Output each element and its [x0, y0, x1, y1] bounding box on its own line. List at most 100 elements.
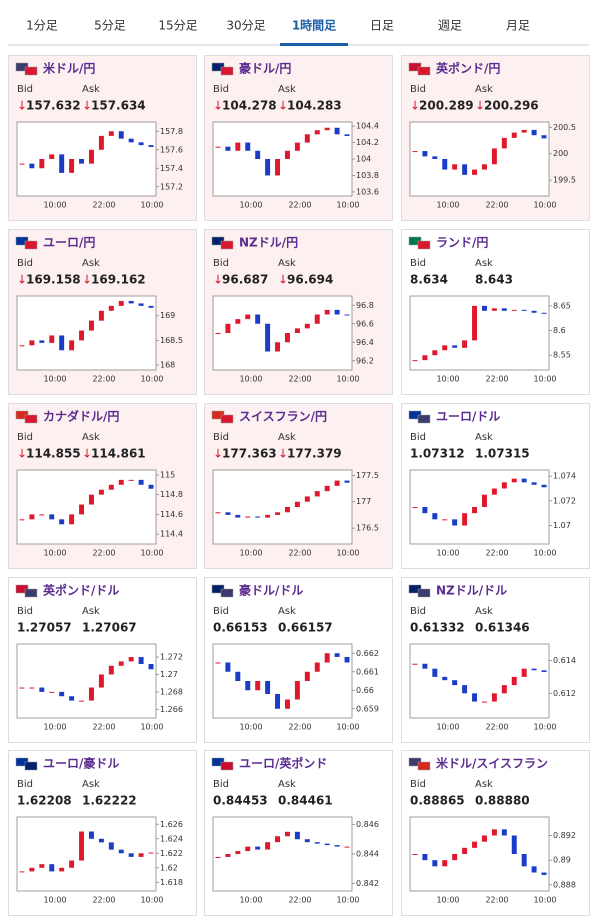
x-tick-label: 10:00 [436, 201, 459, 210]
y-tick-label: 0.892 [553, 831, 576, 840]
bid-value: 8.634 [410, 273, 448, 287]
pair-name[interactable]: ユーロ/英ポンド [239, 756, 327, 771]
candle [118, 849, 124, 854]
candle [39, 864, 45, 868]
candle [128, 657, 134, 662]
pair-name[interactable]: 豪ドル/円 [239, 61, 291, 76]
candle [294, 501, 300, 507]
x-tick-label: 10:00 [43, 375, 66, 384]
candle [481, 701, 487, 703]
pair-name[interactable]: 英ポンド/円 [436, 61, 500, 76]
bid-value: 0.61332 [410, 621, 465, 635]
bid-label: Bid [410, 258, 426, 269]
candle [108, 665, 114, 675]
pair-name[interactable]: ユーロ/円 [43, 236, 95, 250]
candle [344, 314, 350, 316]
candle [521, 854, 527, 867]
candle [265, 514, 271, 518]
ask-value: 157.634 [91, 99, 146, 113]
chart-box [409, 121, 550, 197]
candle [324, 127, 330, 131]
candle [462, 164, 468, 175]
candle [29, 687, 35, 689]
candle [432, 860, 438, 867]
candle [521, 668, 527, 677]
candle [284, 507, 290, 513]
candle [225, 662, 231, 672]
ask-value: 114.861 [91, 447, 146, 461]
bid-value: 169.158 [26, 273, 81, 287]
candle [511, 835, 517, 854]
pair-name[interactable]: ユーロ/豪ドル [43, 756, 119, 771]
candle [79, 700, 85, 702]
y-tick-label: 1.27 [160, 670, 178, 679]
candle [324, 843, 330, 846]
candle [472, 693, 478, 702]
timeframe-tab[interactable]: 月足 [506, 19, 530, 33]
candle [59, 691, 65, 697]
x-tick-label: 22:00 [92, 201, 115, 210]
pair-name[interactable]: 米ドル/スイスフラン [436, 756, 548, 771]
candle [452, 854, 458, 861]
x-tick-label: 10:00 [43, 549, 66, 558]
candle [108, 305, 114, 311]
candle [49, 514, 55, 520]
y-tick-label: 177.5 [356, 471, 379, 480]
chart-box [409, 643, 550, 719]
timeframe-tab[interactable]: 週足 [438, 19, 462, 33]
bid-label: Bid [17, 606, 33, 617]
pair-name[interactable]: ランド/円 [436, 236, 488, 250]
pair-name[interactable]: 豪ドル/ドル [239, 583, 303, 598]
candle [314, 662, 320, 672]
y-tick-label: 200.5 [553, 123, 576, 132]
pair-name[interactable]: NZドル/ドル [436, 584, 507, 598]
ask-arrow: ↓ [278, 99, 288, 113]
candle [59, 154, 65, 173]
candle [29, 867, 35, 872]
timeframe-tab[interactable]: 30分足 [226, 19, 265, 33]
pair-name[interactable]: 米ドル/円 [43, 61, 95, 76]
flag [417, 761, 431, 771]
flag [417, 66, 431, 76]
ask-label: Ask [475, 779, 493, 790]
timeframe-tab[interactable]: 5分足 [94, 19, 126, 33]
ask-value: 1.27067 [82, 621, 137, 635]
x-tick-label: 10:00 [336, 375, 359, 384]
x-tick-label: 22:00 [485, 723, 508, 732]
candle [88, 494, 94, 505]
timeframe-tab[interactable]: 1分足 [26, 19, 58, 33]
candle [118, 300, 124, 306]
pair-name[interactable]: 英ポンド/ドル [43, 583, 119, 598]
candle [501, 482, 507, 489]
candle [255, 516, 261, 518]
ask-label: Ask [475, 432, 493, 443]
ask-arrow: ↓ [82, 447, 92, 461]
ask-label: Ask [475, 606, 493, 617]
candle [108, 131, 114, 136]
candle [148, 145, 154, 147]
candle [69, 159, 75, 173]
timeframe-tab[interactable]: 15分足 [158, 19, 197, 33]
candle [314, 491, 320, 497]
ask-label: Ask [82, 606, 100, 617]
x-tick-label: 22:00 [92, 375, 115, 384]
candle [235, 514, 241, 518]
x-tick-label: 10:00 [239, 723, 262, 732]
pair-name[interactable]: ユーロ/ドル [436, 410, 500, 424]
y-tick-label: 1.272 [160, 653, 183, 662]
pair-name[interactable]: カナダドル/円 [43, 409, 119, 424]
x-tick-label: 10:00 [239, 201, 262, 210]
pair-name[interactable]: スイスフラン/円 [239, 410, 327, 424]
candle [314, 842, 320, 844]
timeframe-tab[interactable]: 日足 [370, 19, 394, 33]
candle [452, 519, 458, 526]
x-tick-label: 22:00 [485, 375, 508, 384]
candle [98, 135, 104, 150]
timeframe-tab[interactable]: 1時間足 [292, 18, 336, 33]
chart-box [212, 121, 353, 197]
pair-name[interactable]: NZドル/円 [239, 236, 298, 250]
x-tick-label: 10:00 [239, 375, 262, 384]
candle [432, 668, 438, 677]
y-tick-label: 0.888 [553, 880, 576, 889]
candle [422, 663, 428, 669]
